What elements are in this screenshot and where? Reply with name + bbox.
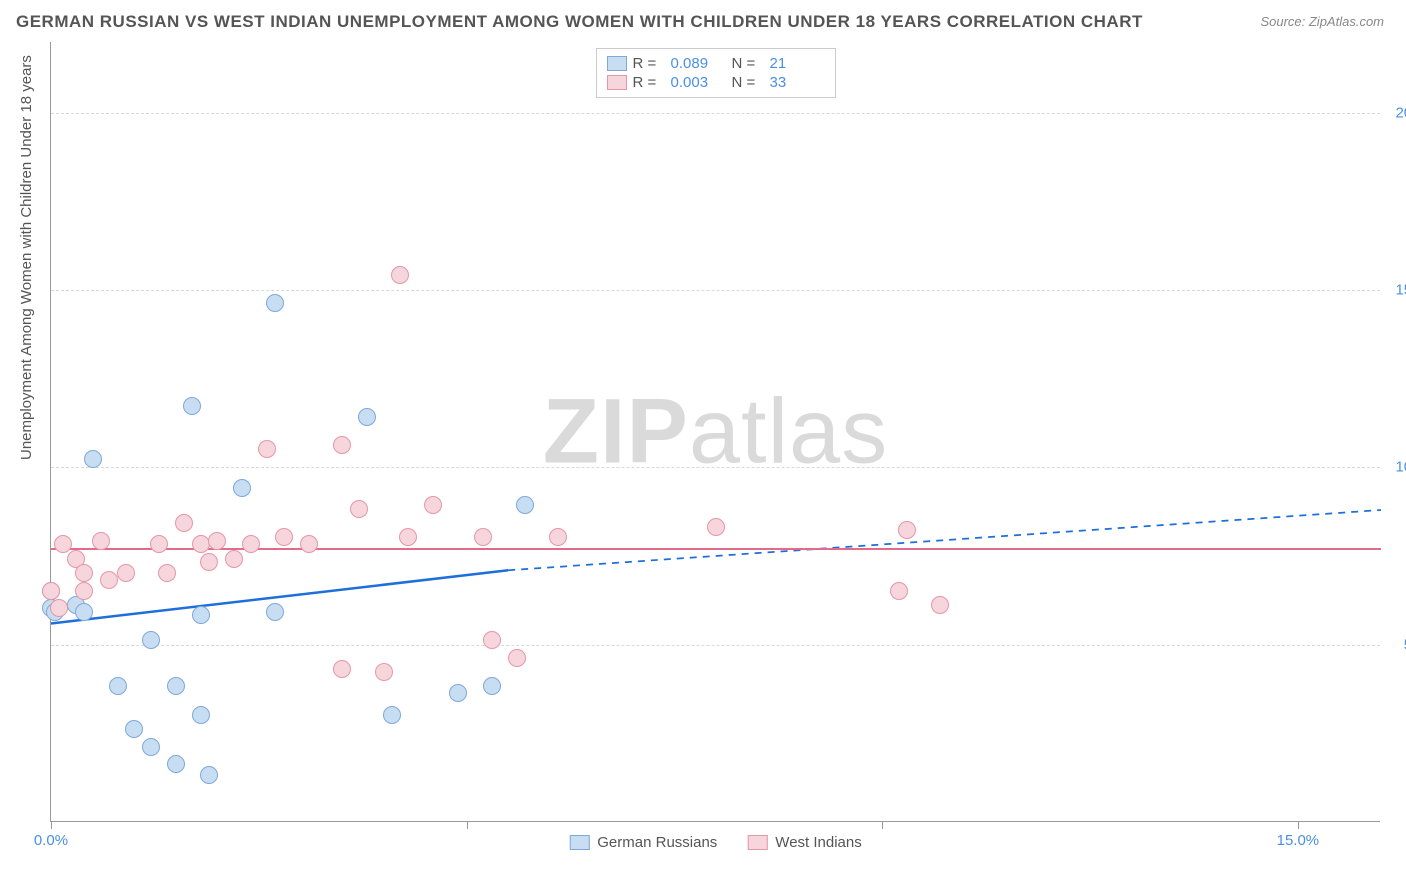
data-point (266, 603, 284, 621)
data-point (92, 532, 110, 550)
data-point (300, 535, 318, 553)
data-point (350, 500, 368, 518)
data-point (84, 450, 102, 468)
legend-item: West Indians (747, 834, 861, 851)
trend-line-dashed (508, 510, 1381, 570)
data-point (358, 408, 376, 426)
data-point (192, 606, 210, 624)
legend-r-label: R = (633, 55, 665, 72)
legend-n-value: 21 (770, 55, 825, 72)
y-axis-label: Unemployment Among Women with Children U… (18, 55, 35, 460)
x-tick-label: 0.0% (34, 832, 68, 849)
x-tick (1298, 821, 1299, 829)
legend-n-label: N = (732, 55, 764, 72)
data-point (508, 649, 526, 667)
data-point (100, 571, 118, 589)
legend-series-name: West Indians (775, 834, 861, 851)
data-point (424, 496, 442, 514)
data-point (158, 564, 176, 582)
data-point (109, 677, 127, 695)
data-point (200, 553, 218, 571)
data-point (266, 294, 284, 312)
trend-lines (51, 42, 1380, 821)
data-point (175, 514, 193, 532)
data-point (50, 599, 68, 617)
data-point (258, 440, 276, 458)
data-point (333, 436, 351, 454)
y-tick-label: 15.0% (1395, 282, 1406, 299)
legend-row: R = 0.089 N = 21 (607, 55, 825, 72)
legend-r-value: 0.089 (671, 55, 726, 72)
x-tick-label: 15.0% (1277, 832, 1320, 849)
data-point (42, 582, 60, 600)
data-point (167, 755, 185, 773)
legend-item: German Russians (569, 834, 717, 851)
data-point (142, 631, 160, 649)
data-point (192, 706, 210, 724)
data-point (333, 660, 351, 678)
data-point (242, 535, 260, 553)
data-point (125, 720, 143, 738)
data-point (150, 535, 168, 553)
legend-row: R = 0.003 N = 33 (607, 74, 825, 91)
data-point (75, 564, 93, 582)
legend-correlation: R = 0.089 N = 21 R = 0.003 N = 33 (596, 48, 836, 98)
legend-series-name: German Russians (597, 834, 717, 851)
data-point (75, 582, 93, 600)
data-point (208, 532, 226, 550)
plot-area: ZIPatlas R =0.089N =21R =0.003N =33 Germ… (50, 42, 1380, 822)
legend-r-value: 0.003 (671, 74, 726, 91)
y-tick-label: 10.0% (1395, 459, 1406, 476)
data-point (707, 518, 725, 536)
data-point (375, 663, 393, 681)
legend-r-label: R = (633, 74, 665, 91)
data-point (516, 496, 534, 514)
data-point (890, 582, 908, 600)
data-point (233, 479, 251, 497)
data-point (449, 684, 467, 702)
legend-swatch (569, 835, 589, 850)
data-point (391, 266, 409, 284)
data-point (549, 528, 567, 546)
data-point (167, 677, 185, 695)
chart-title: GERMAN RUSSIAN VS WEST INDIAN UNEMPLOYME… (16, 12, 1143, 32)
data-point (225, 550, 243, 568)
x-tick (467, 821, 468, 829)
data-point (399, 528, 417, 546)
data-point (383, 706, 401, 724)
data-point (898, 521, 916, 539)
data-point (142, 738, 160, 756)
legend-n-value: 33 (770, 74, 825, 91)
data-point (474, 528, 492, 546)
data-point (117, 564, 135, 582)
data-point (931, 596, 949, 614)
data-point (200, 766, 218, 784)
data-point (192, 535, 210, 553)
data-point (483, 631, 501, 649)
legend-swatch (747, 835, 767, 850)
x-tick (51, 821, 52, 829)
legend-swatch (607, 75, 627, 90)
x-tick (882, 821, 883, 829)
legend-swatch (607, 56, 627, 71)
data-point (275, 528, 293, 546)
legend-series: German Russians West Indians (569, 834, 861, 851)
legend-n-label: N = (732, 74, 764, 91)
data-point (75, 603, 93, 621)
data-point (183, 397, 201, 415)
y-tick-label: 20.0% (1395, 104, 1406, 121)
source-label: Source: ZipAtlas.com (1260, 14, 1384, 29)
data-point (483, 677, 501, 695)
